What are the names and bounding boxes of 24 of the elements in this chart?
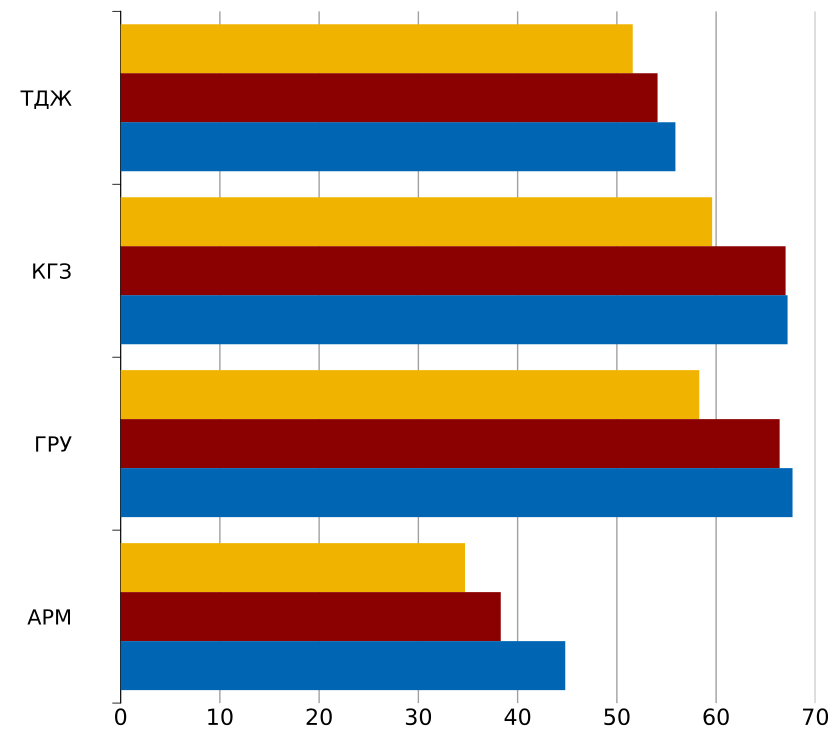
x-tick-label: 30 [406, 708, 432, 726]
bar [120, 24, 633, 74]
bar [120, 246, 786, 296]
x-tick-label: 10 [208, 708, 233, 726]
bar [120, 295, 788, 344]
x-tick-label: 50 [604, 708, 630, 726]
bar [120, 73, 658, 122]
bar [120, 468, 793, 518]
y-tick-label: ТДЖ [20, 90, 72, 109]
bar [120, 370, 700, 420]
bar [120, 543, 466, 592]
bar [120, 197, 712, 246]
bar [120, 122, 676, 172]
y-tick-label: КГЗ [33, 263, 71, 279]
bar [120, 592, 501, 642]
bar [120, 641, 566, 690]
x-tick-label: 70 [803, 708, 828, 726]
y-tick-label: ГРУ [36, 436, 72, 452]
x-tick-label: 20 [306, 708, 332, 726]
x-tick-label: 60 [704, 708, 729, 726]
x-tick-label: 0 [115, 708, 126, 726]
x-tick-label: 40 [504, 708, 530, 726]
y-tick-label: АРМ [27, 609, 70, 625]
bar [120, 419, 780, 468]
